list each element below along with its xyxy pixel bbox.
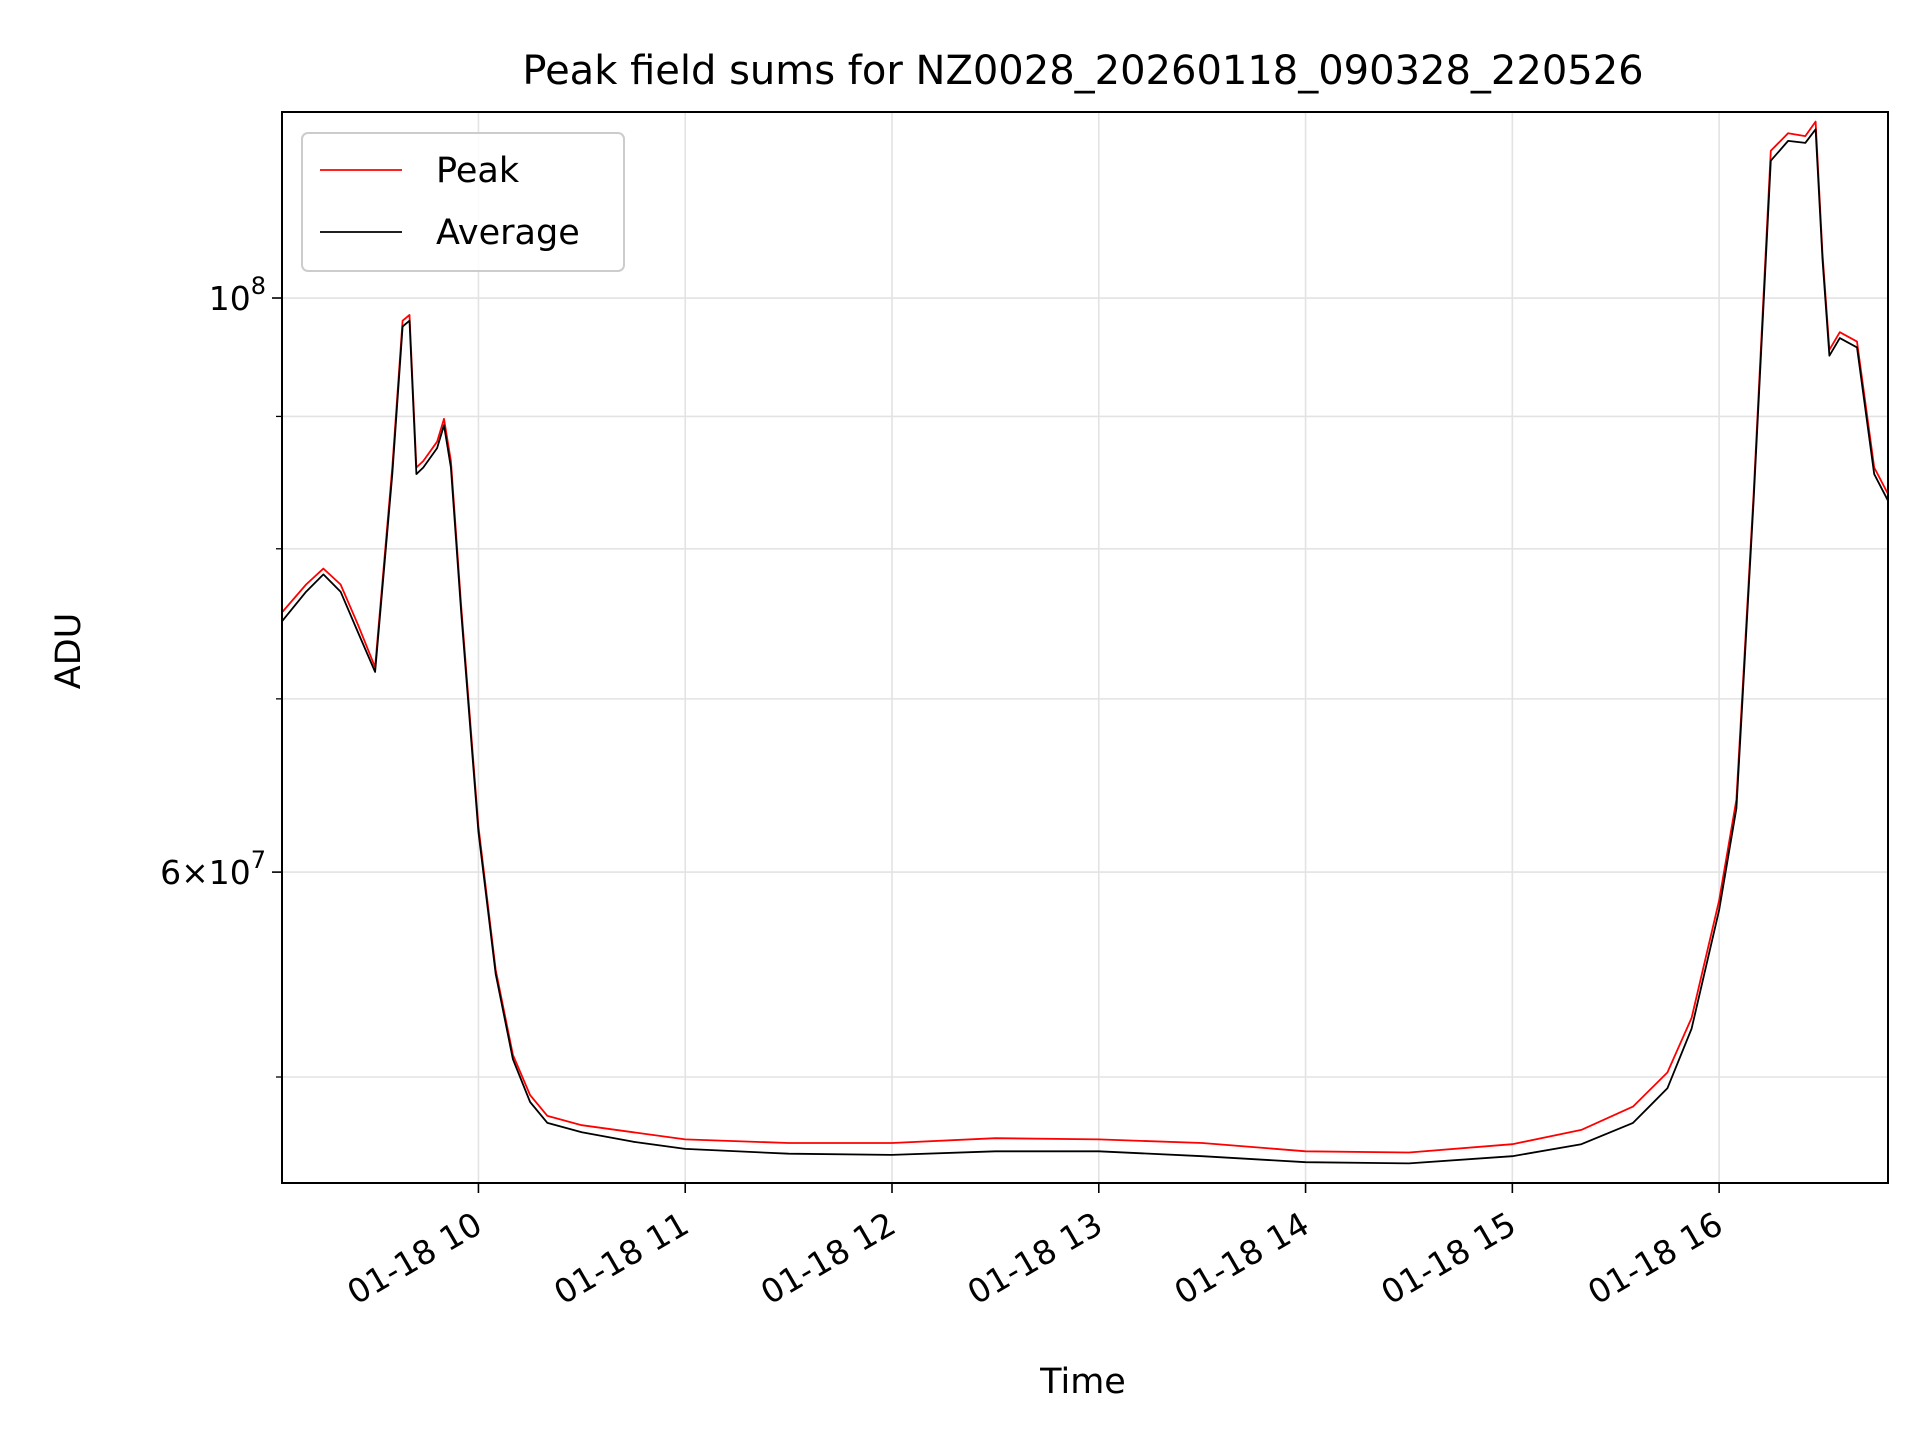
y-tick-label: 6×107 [160,846,266,892]
series-line-average [282,128,1888,1165]
series-layer [282,120,1888,1165]
grid [282,112,1888,1183]
legend-label-average: Average [436,213,580,253]
legend-box [301,132,625,272]
y-axis-label: ADU [49,613,89,690]
x-axis-label: Time [1039,1362,1126,1402]
chart-title: Peak field sums for NZ0028_20260118_0903… [522,48,1643,94]
legend: Peak Average [301,132,625,272]
plot-frame [281,111,1889,1184]
series-line-peak [282,120,1888,1154]
y-tick-label: 108 [209,272,266,318]
legend-label-peak: Peak [436,151,520,191]
